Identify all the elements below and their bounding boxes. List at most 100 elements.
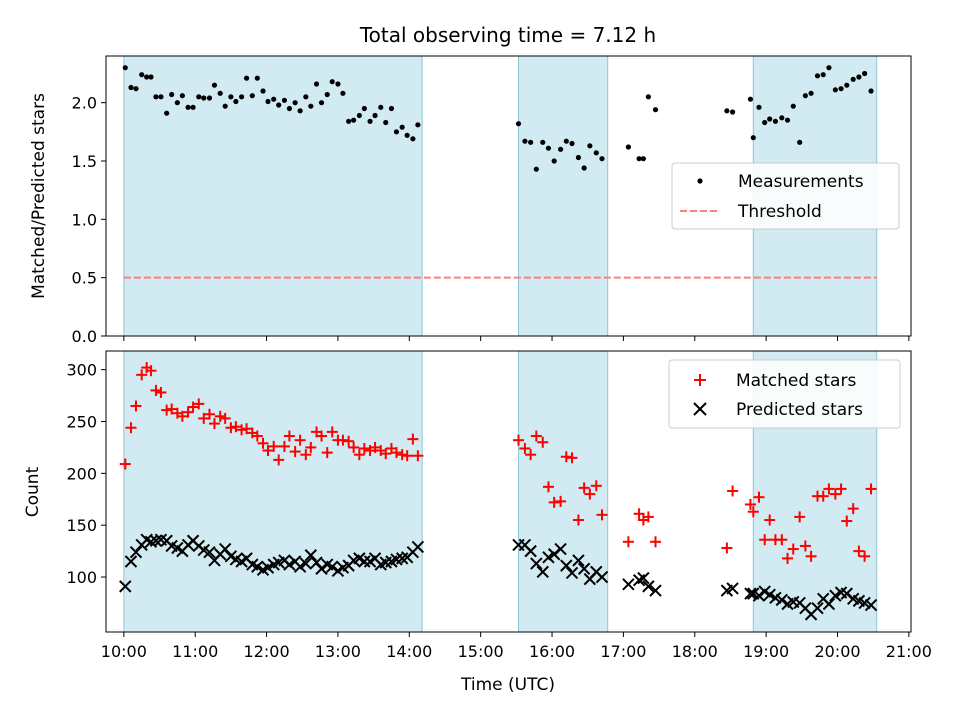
top-y-tick-label: 0.5: [72, 269, 97, 288]
predicted-star-point: [637, 571, 650, 585]
measurement-point: [625, 144, 631, 150]
matched-star-point: [119, 458, 131, 470]
measurement-point: [593, 150, 599, 156]
matched-star-point: [823, 483, 835, 495]
measurement-point: [838, 86, 844, 92]
top-legend: Measurements Threshold: [671, 162, 900, 230]
shaded-interval-2: [517, 350, 609, 633]
matched-star-point: [305, 441, 317, 453]
measurement-point: [281, 97, 288, 103]
predicted-star-point: [542, 551, 555, 564]
predicted-star-point: [129, 545, 143, 559]
measurement-point: [844, 82, 850, 88]
legend-measurements-marker: [697, 178, 703, 184]
shaded-interval-1: [123, 350, 423, 633]
matched-star-point: [794, 511, 806, 523]
measurement-point: [361, 105, 367, 112]
matched-star-point: [650, 536, 662, 548]
measurement-point: [335, 81, 341, 87]
measurement-point: [169, 91, 175, 98]
matched-star-point: [578, 482, 590, 494]
top-y-tick-label: 0.0: [72, 327, 97, 346]
matched-star-point: [268, 440, 280, 452]
matched-star-point: [155, 386, 167, 398]
measurement-point: [303, 94, 309, 100]
measurement-point: [133, 86, 139, 92]
measurement-point: [292, 100, 298, 106]
measurement-point: [826, 65, 832, 71]
matched-star-point: [572, 514, 584, 526]
matched-star-point: [744, 498, 756, 510]
top-x-ticks: [123, 336, 910, 341]
measurement-point: [410, 136, 416, 142]
x-tick-label: 18:00: [672, 642, 718, 661]
matched-star-point: [584, 488, 596, 500]
matched-star-point: [348, 441, 360, 453]
matched-star-point: [358, 442, 370, 454]
legend-measurements-label: Measurements: [738, 172, 864, 192]
predicted-star-point: [299, 557, 313, 570]
matched-star-point: [316, 430, 328, 442]
matched-star-point: [193, 398, 205, 410]
matched-star-point: [182, 406, 194, 418]
matched-star-point: [262, 445, 274, 457]
shaded-interval-2: [517, 55, 609, 337]
measurement-point: [750, 135, 756, 141]
measurement-point: [551, 158, 557, 164]
matched-star-point: [542, 481, 554, 493]
x-tick-label: 21:00: [886, 642, 932, 661]
measurement-point: [201, 95, 207, 101]
measurement-point: [271, 96, 277, 102]
x-tick-label: 11:00: [172, 642, 218, 661]
matched-star-point: [817, 490, 829, 502]
measurement-point: [211, 82, 218, 88]
measurement-point: [545, 145, 552, 151]
matched-star-point: [214, 410, 226, 422]
predicted-star-point: [283, 558, 296, 571]
matched-star-point: [753, 491, 765, 503]
predicted-star-point: [763, 588, 776, 601]
matched-star-point: [161, 404, 173, 416]
matched-star-point: [525, 449, 537, 461]
matched-star-point: [321, 447, 333, 459]
measurement-point: [249, 93, 255, 99]
x-tick-label: 20:00: [814, 642, 860, 661]
top-data-marks: [122, 65, 877, 279]
x-tick-label: 14:00: [386, 642, 432, 661]
measurement-point: [772, 118, 779, 124]
measurement-point: [233, 98, 239, 105]
measurement-point: [575, 154, 582, 161]
matched-star-point: [150, 384, 162, 396]
measurement-point: [540, 139, 546, 145]
matched-star-point: [396, 449, 408, 461]
matched-star-point: [727, 485, 739, 497]
measurement-point: [158, 94, 164, 100]
matched-star-point: [512, 434, 524, 446]
measurement-point: [164, 110, 170, 116]
matched-star-point: [835, 483, 847, 495]
measurement-point: [729, 109, 736, 115]
matched-star-point: [283, 430, 295, 442]
matched-star-point: [187, 401, 199, 413]
matched-star-point: [241, 423, 253, 435]
measurement-point: [399, 124, 405, 130]
bottom-y-tick-label: 100: [66, 568, 97, 587]
bottom-legend-box: [668, 359, 901, 429]
predicted-star-point: [261, 561, 275, 574]
matched-star-point: [642, 511, 654, 523]
x-tick-label: 12:00: [244, 642, 290, 661]
measurement-point: [378, 104, 384, 110]
predicted-star-point: [536, 565, 549, 579]
measurement-point: [581, 165, 587, 171]
matched-star-point: [198, 412, 210, 424]
matched-star-point: [859, 550, 871, 562]
predicted-star-point: [642, 580, 655, 593]
predicted-star-point: [411, 540, 425, 554]
matched-star-point: [203, 408, 215, 420]
predicted-star-point: [752, 589, 766, 602]
measurement-point: [762, 119, 768, 126]
matched-star-point: [847, 503, 859, 515]
measurement-point: [779, 115, 785, 121]
matched-star-point: [343, 435, 355, 447]
